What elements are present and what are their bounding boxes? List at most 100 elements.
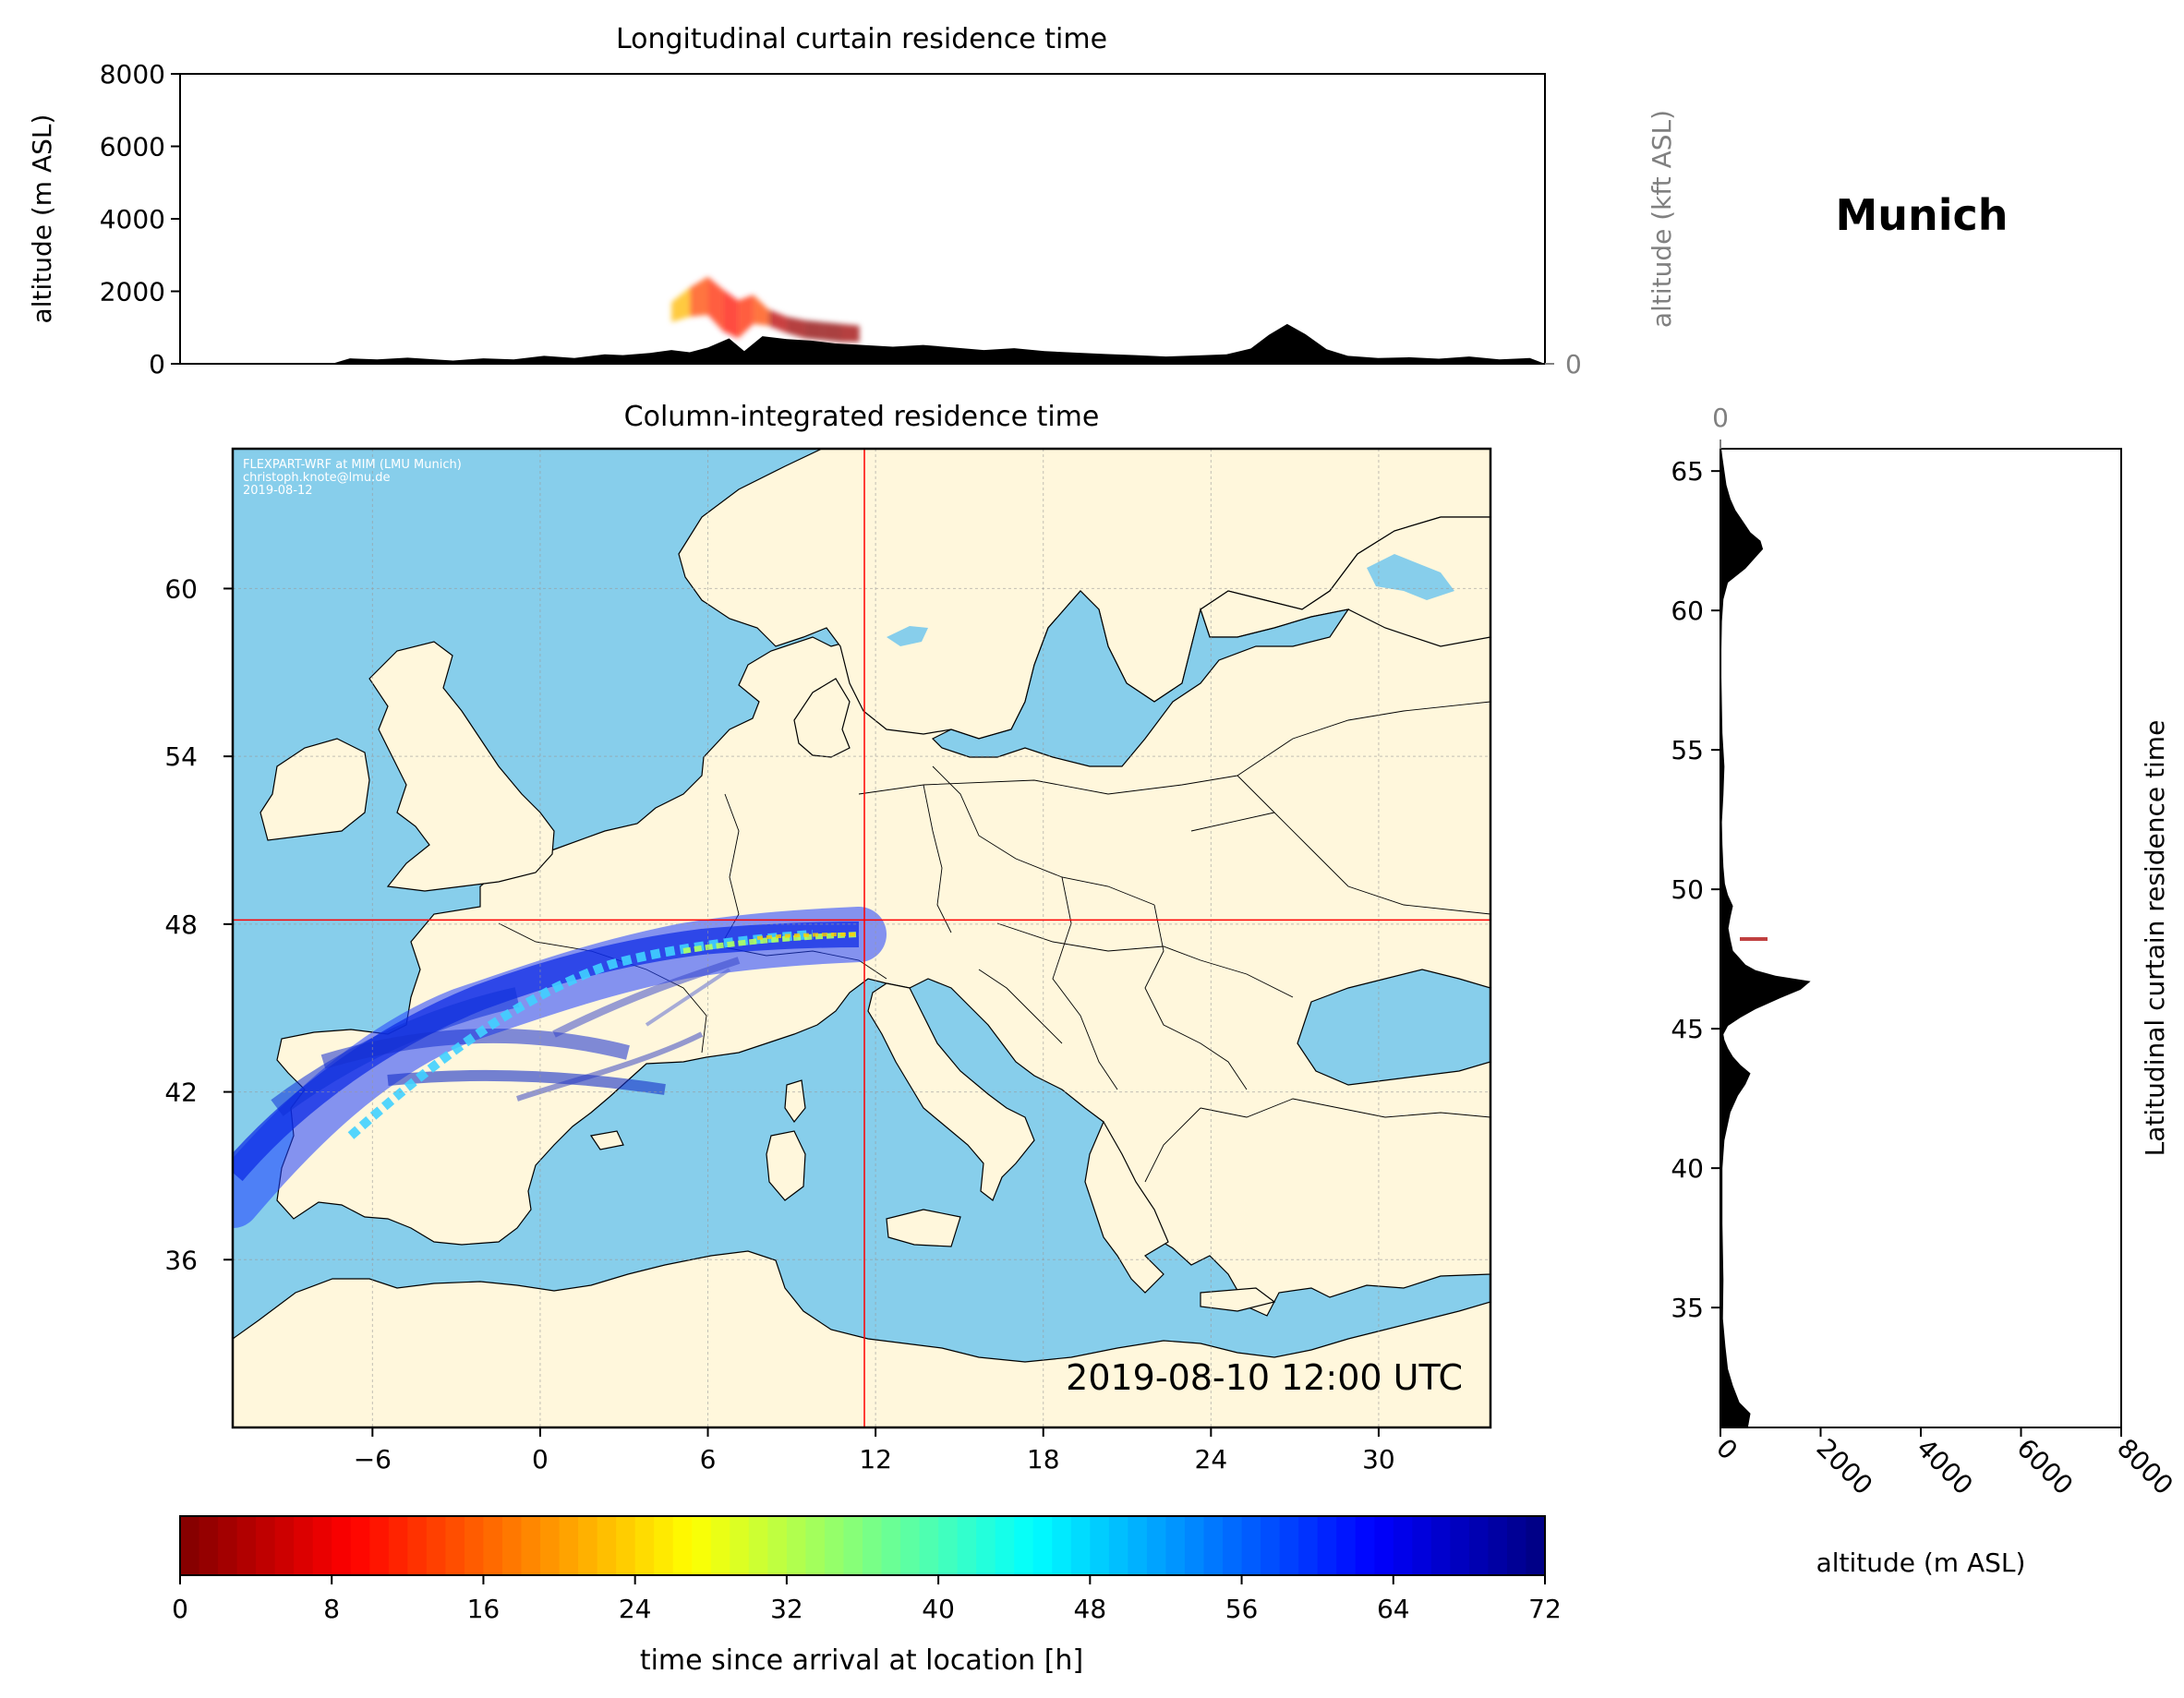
top-plume-segment xyxy=(768,309,787,333)
side-curtain-frame xyxy=(1719,448,2122,1428)
colorbar-block xyxy=(218,1516,238,1575)
colorbar-block xyxy=(1279,1516,1299,1575)
colorbar-block xyxy=(748,1516,768,1575)
colorbar-block xyxy=(900,1516,921,1575)
colorbar-block xyxy=(692,1516,712,1575)
denmark xyxy=(793,678,851,758)
colorbar-block xyxy=(957,1516,977,1575)
map-credit-line-3: 2019-08-12 xyxy=(243,484,313,498)
side-ytick-label: 55 xyxy=(1671,735,1704,765)
colorbar-block xyxy=(730,1516,750,1575)
side-terrain-area xyxy=(1720,449,1811,1427)
map-credit-line-1: FLEXPART-WRF at MIM (LMU Munich) xyxy=(243,458,462,472)
colorbar-block xyxy=(1241,1516,1261,1575)
side-xtick-top-label: 0 xyxy=(1712,403,1729,433)
colorbar-label: time since arrival at location [h] xyxy=(640,1644,1083,1677)
colorbar-block xyxy=(521,1516,541,1575)
map-frame xyxy=(231,447,1492,1429)
colorbar-block xyxy=(710,1516,730,1575)
black-sea xyxy=(1297,969,1490,1086)
top-plume-segment xyxy=(786,316,805,339)
ireland xyxy=(259,738,370,841)
colorbar-block xyxy=(426,1516,446,1575)
map-title: Column-integrated residence time xyxy=(624,401,1100,433)
colorbar-block xyxy=(767,1516,788,1575)
side-curtain-xlabel: altitude (m ASL) xyxy=(1816,1547,2026,1578)
crete xyxy=(1200,1287,1276,1312)
map-ytick-label: 48 xyxy=(164,909,198,940)
colorbar-block xyxy=(1298,1516,1319,1575)
colorbar-block xyxy=(312,1516,332,1575)
colorbar-block xyxy=(995,1516,1015,1575)
map-xtick-label: 12 xyxy=(859,1444,892,1475)
colorbar-block xyxy=(483,1516,503,1575)
colorbar-tick-label: 8 xyxy=(323,1594,340,1624)
colorbar-block xyxy=(180,1516,200,1575)
colorbar-block xyxy=(350,1516,370,1575)
top-ytick-label: 6000 xyxy=(100,132,165,163)
top-ytick-label: 4000 xyxy=(100,204,165,235)
side-xtick-label: 8000 xyxy=(2111,1433,2179,1501)
side-ytick-label: 50 xyxy=(1671,874,1704,905)
north-africa xyxy=(233,1250,1490,1427)
colorbar-block xyxy=(1165,1516,1186,1575)
colorbar-block xyxy=(332,1516,352,1575)
map-xtick-label: 24 xyxy=(1195,1444,1228,1475)
colorbar-block xyxy=(1090,1516,1110,1575)
side-xtick-label: 6000 xyxy=(2011,1433,2080,1501)
location-title: Munich xyxy=(1835,190,2008,240)
colorbar-tick-label: 32 xyxy=(770,1594,803,1624)
side-xtick-label: 2000 xyxy=(1811,1433,1879,1501)
colorbar-block xyxy=(1355,1516,1375,1575)
colorbar-tick-label: 72 xyxy=(1528,1594,1562,1624)
side-plume-trace xyxy=(1740,937,1768,941)
colorbar-block xyxy=(1393,1516,1413,1575)
colorbar-tick-label: 16 xyxy=(467,1594,501,1624)
colorbar-block xyxy=(1488,1516,1508,1575)
italy xyxy=(867,982,1035,1201)
longitudinal-curtain-panel: Longitudinal curtain residence time 0 200… xyxy=(27,23,1677,379)
top-ytick-right-label: 0 xyxy=(1565,349,1582,379)
colorbar-block xyxy=(1203,1516,1224,1575)
map-xtick-label: 6 xyxy=(700,1444,717,1475)
colorbar-block xyxy=(1506,1516,1527,1575)
colorbar-block xyxy=(1526,1516,1546,1575)
colorbar-tick-label: 24 xyxy=(619,1594,652,1624)
colorbar-tick-label: 64 xyxy=(1377,1594,1410,1624)
colorbar-block xyxy=(256,1516,276,1575)
corsica xyxy=(784,1079,806,1124)
colorbar-block xyxy=(540,1516,561,1575)
colorbar-block xyxy=(1430,1516,1451,1575)
trajectory-footprint xyxy=(233,907,887,1228)
colorbar-block xyxy=(407,1516,428,1575)
colorbar-block xyxy=(1032,1516,1053,1575)
top-plume-segment xyxy=(823,321,842,343)
side-ytick-label: 65 xyxy=(1671,456,1704,487)
colorbar-block xyxy=(1184,1516,1205,1575)
colorbar-block xyxy=(199,1516,219,1575)
colorbar-block xyxy=(236,1516,257,1575)
map-panel: Column-integrated residence time xyxy=(164,401,1492,1475)
top-plume-segment xyxy=(841,323,860,343)
colorbar-block xyxy=(1223,1516,1243,1575)
colorbar-block xyxy=(1014,1516,1034,1575)
colorbar-block xyxy=(445,1516,465,1575)
colorbar-block xyxy=(863,1516,883,1575)
top-ytick-label: 8000 xyxy=(100,59,165,90)
top-curtain-title: Longitudinal curtain residence time xyxy=(616,23,1107,55)
colorbar-tick-label: 56 xyxy=(1225,1594,1259,1624)
colorbar-tick-label: 0 xyxy=(172,1594,188,1624)
top-plume-segment xyxy=(753,295,769,326)
side-ytick-label: 40 xyxy=(1671,1153,1704,1184)
colorbar-block xyxy=(597,1516,617,1575)
colorbar-block xyxy=(976,1516,996,1575)
top-plume-segment xyxy=(689,276,708,317)
colorbar-block xyxy=(578,1516,598,1575)
colorbar-block xyxy=(464,1516,485,1575)
map-ytick-label: 42 xyxy=(164,1078,198,1108)
map-xtick-label: 30 xyxy=(1362,1444,1395,1475)
top-curtain-ylabel: altitude (m ASL) xyxy=(27,114,57,324)
colorbar-block xyxy=(786,1516,807,1575)
side-ytick-label: 45 xyxy=(1671,1014,1704,1044)
